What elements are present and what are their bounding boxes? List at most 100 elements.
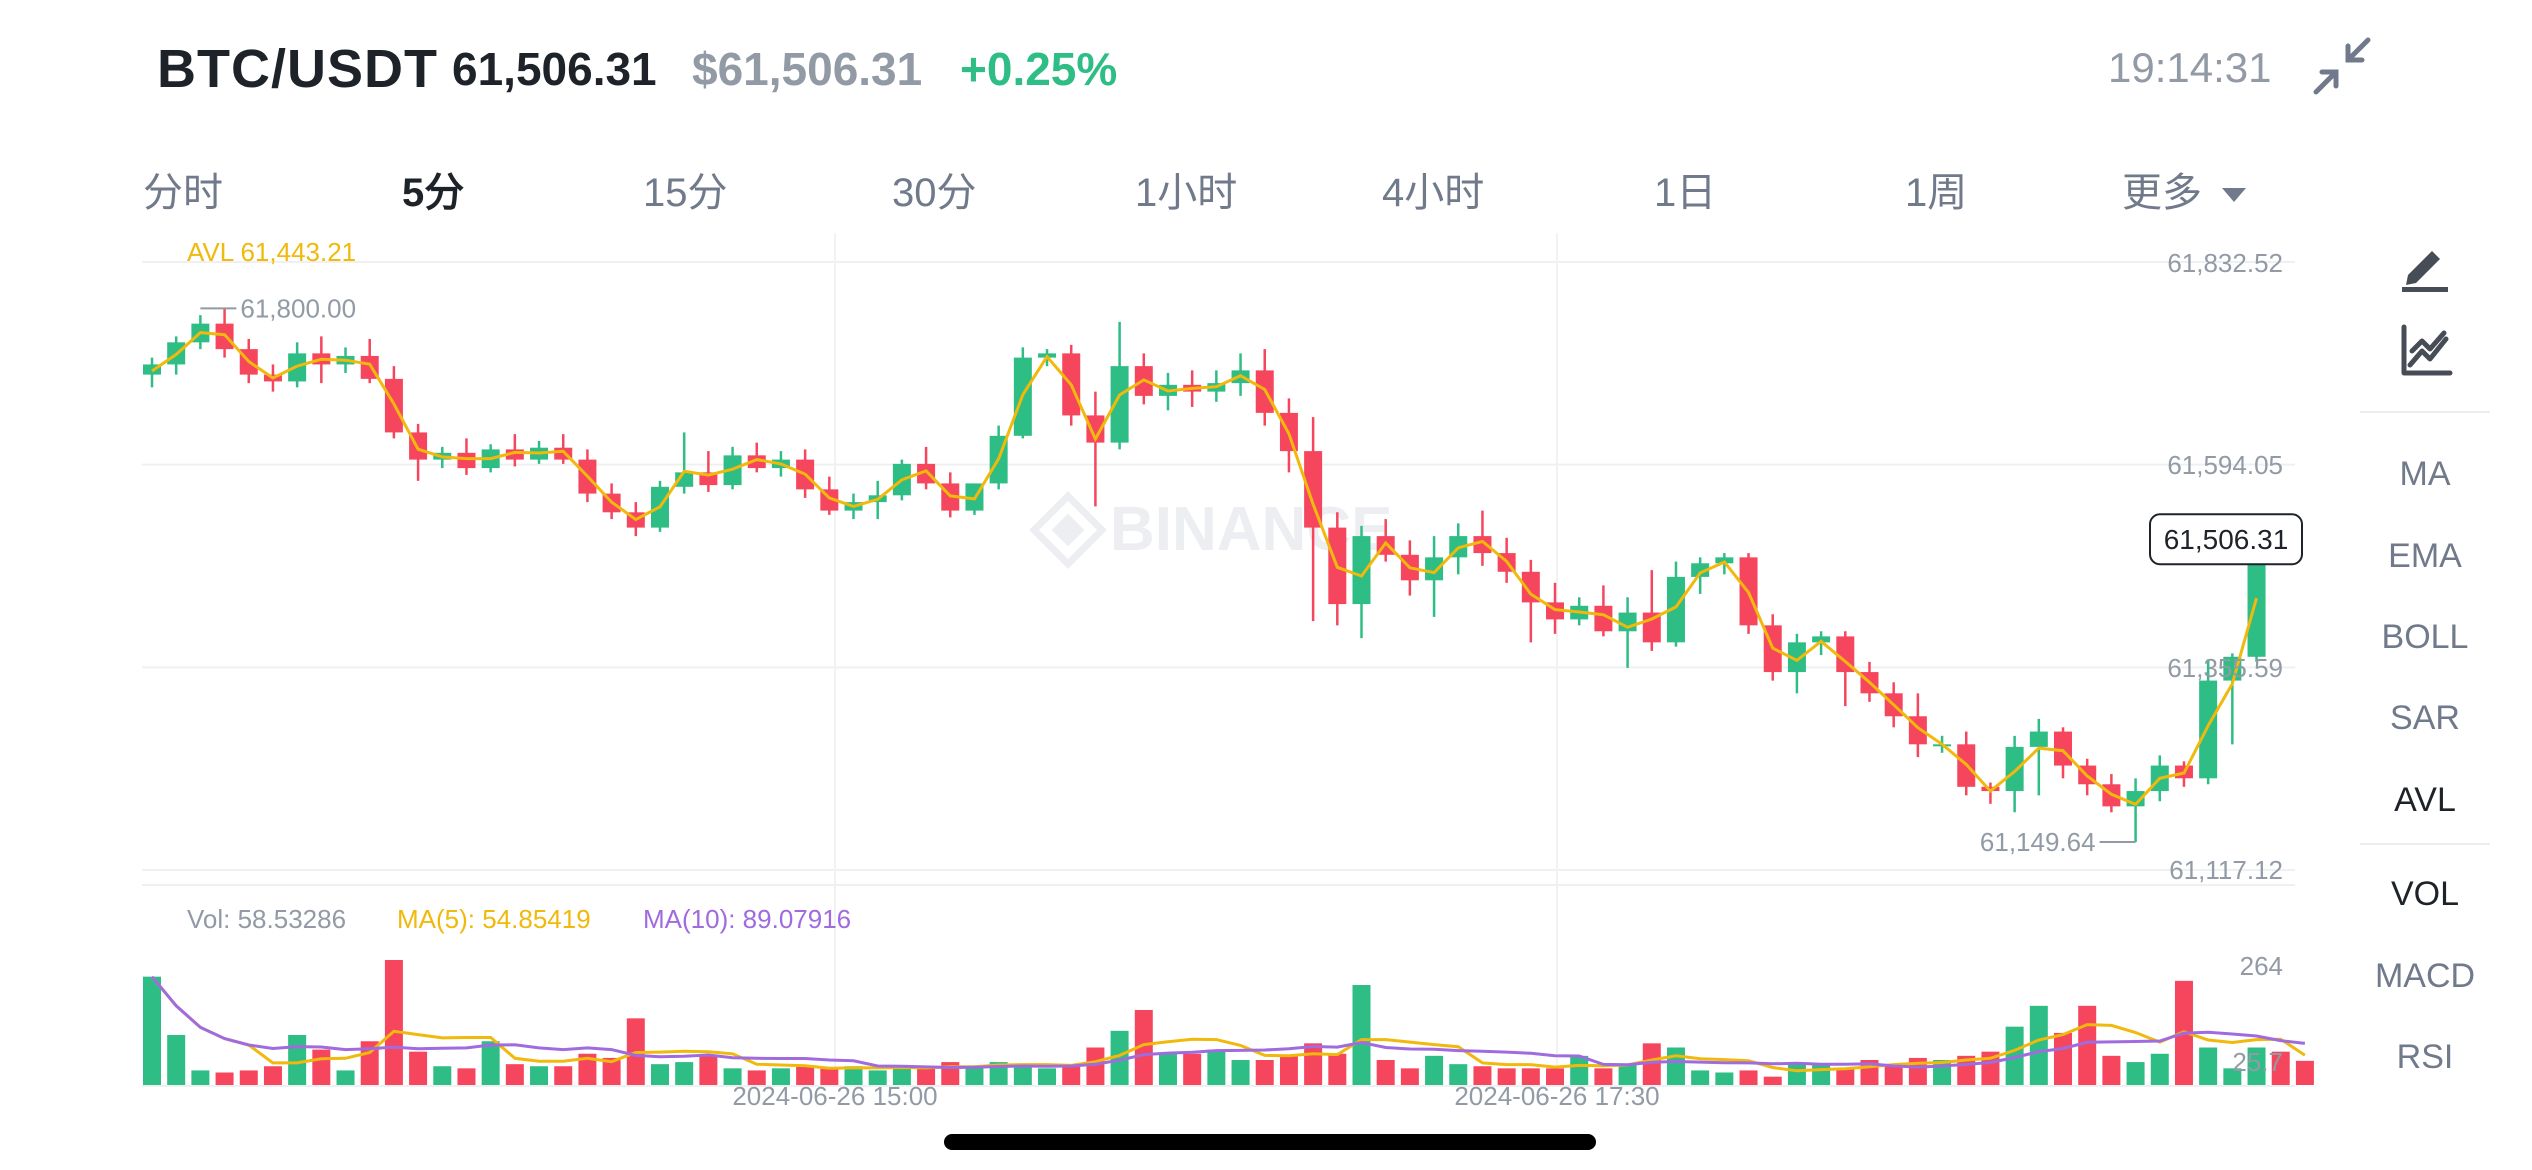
candle bbox=[2005, 735, 2024, 813]
volume-bar bbox=[530, 1066, 549, 1085]
volume-bar bbox=[1594, 1068, 1613, 1085]
volume-bar bbox=[675, 1062, 694, 1085]
candle-body bbox=[2029, 731, 2048, 747]
volume-bar bbox=[167, 1035, 186, 1085]
volume-bar bbox=[239, 1070, 258, 1085]
tab-timeline[interactable]: 分时 bbox=[143, 171, 223, 215]
volume-bar bbox=[1134, 1010, 1153, 1085]
vol-tick-1: 264 bbox=[2240, 951, 2283, 981]
ticker-header: BTC/USDT 61,506.31 $61,506.31 +0.25% 19:… bbox=[0, 0, 2532, 140]
candle bbox=[457, 438, 476, 475]
volume-bar bbox=[1763, 1076, 1782, 1085]
candle bbox=[1666, 561, 1685, 647]
volume-bar bbox=[143, 976, 161, 1085]
volume-bar bbox=[2029, 1005, 2048, 1085]
tab-4h[interactable]: 4小时 bbox=[1382, 171, 1485, 215]
volume-bar bbox=[1642, 1043, 1661, 1085]
indicator-rsi[interactable]: RSI bbox=[2396, 1038, 2454, 1076]
volume-bar bbox=[1304, 1043, 1323, 1085]
volume-bar bbox=[1836, 1068, 1855, 1085]
volume-bar bbox=[1546, 1068, 1565, 1085]
volume-bar bbox=[191, 1070, 210, 1085]
indicator-boll[interactable]: BOLL bbox=[2381, 618, 2469, 656]
volume-bar bbox=[1110, 1030, 1129, 1085]
vol-legend: Vol: 58.53286 bbox=[187, 904, 346, 934]
tab-more[interactable]: 更多 bbox=[2122, 160, 2246, 218]
volume-bar bbox=[699, 1055, 718, 1085]
candle-body bbox=[1304, 451, 1323, 528]
volume-bar bbox=[2126, 1062, 2145, 1085]
candle-body bbox=[1086, 415, 1105, 443]
volume-bar bbox=[384, 960, 403, 1085]
low-annotation: 61,149.64 bbox=[1980, 827, 2096, 857]
home-indicator bbox=[944, 1134, 1596, 1150]
candle bbox=[2126, 778, 2145, 843]
candlestick-chart[interactable]: BINANCE AVL 61,443.21 61,832.52 61,594.0… bbox=[0, 225, 2320, 1125]
volume-bar bbox=[2054, 1032, 2073, 1085]
tab-15m[interactable]: 15分 bbox=[643, 171, 728, 215]
tab-5m[interactable]: 5分 bbox=[402, 171, 465, 215]
candle bbox=[1908, 693, 1927, 758]
volume-bar bbox=[1812, 1064, 1831, 1085]
candle bbox=[1691, 557, 1710, 594]
volume-bar bbox=[1158, 1053, 1177, 1085]
tab-1h[interactable]: 1小时 bbox=[1135, 171, 1238, 215]
candle bbox=[2029, 718, 2048, 796]
draw-pencil-icon[interactable] bbox=[2392, 237, 2458, 293]
tab-30m[interactable]: 30分 bbox=[892, 171, 977, 215]
vol-ma10-legend: MA(10): 89.07916 bbox=[643, 904, 851, 934]
price-tick-4: 61,117.12 bbox=[2169, 855, 2283, 885]
candle bbox=[1787, 633, 1806, 694]
x-label-2: 2024-06-26 17:30 bbox=[1454, 1081, 1659, 1111]
volume-bar bbox=[2247, 1047, 2266, 1085]
candle-body bbox=[1521, 571, 1540, 603]
volume-bar bbox=[409, 1051, 428, 1085]
volume-bar bbox=[1400, 1068, 1419, 1085]
candle-body bbox=[1812, 636, 1831, 643]
volume-bar bbox=[747, 1070, 766, 1085]
price-tick-1: 61,832.52 bbox=[2167, 248, 2283, 278]
chart-grid bbox=[142, 233, 2295, 1087]
volume-bar bbox=[2295, 1060, 2314, 1085]
volume-bars bbox=[143, 960, 2314, 1085]
candle bbox=[2199, 659, 2218, 785]
avl-legend: AVL 61,443.21 bbox=[187, 237, 356, 267]
volume-bar bbox=[1570, 1055, 1589, 1085]
candle bbox=[917, 446, 936, 490]
candle bbox=[747, 442, 766, 473]
vol-tick-2: 25.7 bbox=[2232, 1047, 2283, 1077]
volume-bar bbox=[1183, 1053, 1202, 1085]
vol-ma5-legend: MA(5): 54.85419 bbox=[397, 904, 591, 934]
candle-body bbox=[1473, 536, 1492, 554]
tab-1w[interactable]: 1周 bbox=[1905, 171, 1968, 215]
candle-body bbox=[1666, 576, 1685, 643]
candle bbox=[1618, 597, 1637, 668]
indicator-sar[interactable]: SAR bbox=[2390, 699, 2460, 737]
volume-bar bbox=[917, 1068, 936, 1085]
price-change: +0.25% bbox=[960, 43, 1118, 95]
volume-bar bbox=[433, 1066, 452, 1085]
tab-1d[interactable]: 1日 bbox=[1654, 171, 1717, 215]
volume-bar bbox=[1255, 1060, 1274, 1085]
volume-bar bbox=[1062, 1066, 1081, 1085]
volume-bar bbox=[481, 1041, 500, 1085]
indicator-chart-icon[interactable] bbox=[2392, 323, 2458, 379]
collapse-fullscreen-icon[interactable] bbox=[2312, 36, 2372, 96]
volume-bar bbox=[1328, 1053, 1347, 1085]
candle bbox=[1836, 631, 1855, 707]
volume-bar bbox=[554, 1066, 573, 1085]
indicator-ema[interactable]: EMA bbox=[2388, 537, 2462, 575]
indicator-ma[interactable]: MA bbox=[2399, 455, 2451, 493]
indicator-macd[interactable]: MACD bbox=[2374, 957, 2476, 995]
sidebar-divider bbox=[2360, 843, 2490, 845]
volume-bar bbox=[1425, 1055, 1444, 1085]
price-tick-3: 61,355.59 bbox=[2167, 653, 2283, 683]
watermark-text: BINANCE bbox=[1110, 495, 1392, 564]
candle-body bbox=[1787, 642, 1806, 673]
high-annotation: 61,800.00 bbox=[240, 293, 356, 323]
volume-bar bbox=[1449, 1064, 1468, 1085]
trading-pair[interactable]: BTC/USDT bbox=[157, 39, 438, 99]
indicator-avl[interactable]: AVL bbox=[2394, 781, 2456, 819]
indicator-vol[interactable]: VOL bbox=[2390, 875, 2460, 913]
volume-bar bbox=[1739, 1070, 1758, 1085]
